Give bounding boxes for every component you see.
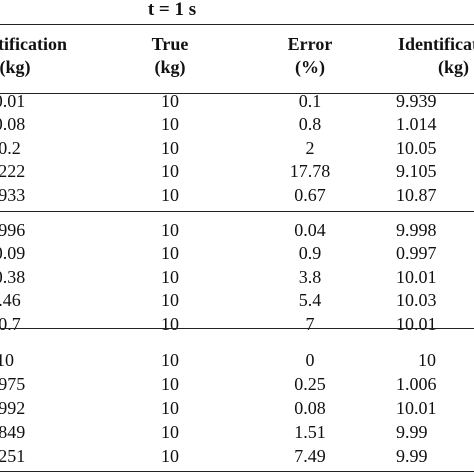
cell-ident: 10 [0,350,14,370]
cell-ident: 10.01 [0,91,26,111]
cell-ident-2: 10.01 [396,314,437,334]
header-error-unit: (%) [295,57,325,77]
cell-true: 10 [161,267,179,287]
cell-ident-2: 9.99 [396,446,428,466]
cell-ident: 10.7 [0,314,21,334]
header-identification-unit: (kg) [0,57,31,77]
header-true-unit: (kg) [154,57,186,77]
cell-ident-2: 10.05 [396,138,437,158]
cell-error: 0.25 [294,374,326,394]
cell-error: 0.08 [294,398,326,418]
cell-ident: 9.975 [0,374,26,394]
cell-ident-2: 0.997 [396,243,437,263]
cell-error: 0.1 [298,91,322,111]
header-identification: Identification (kg) [0,33,95,79]
cell-ident-2: 9.105 [396,161,437,181]
cell-ident-2: 10.01 [396,398,437,418]
cell-ident: 9.933 [0,185,26,205]
cell-error: 3.8 [298,267,322,287]
cell-true: 10 [161,422,179,442]
cell-ident: 10.38 [0,267,26,287]
cell-error: 0.9 [298,243,322,263]
cell-error: 0 [305,350,315,370]
cell-ident: 9.251 [0,446,26,466]
header-identification-2: Identification (kg) [398,33,474,79]
cell-ident-2: 1.006 [396,374,437,394]
cell-ident: 9.849 [0,422,26,442]
header-identification-line1: Identification [0,34,67,54]
header-identification-2-unit: (kg) [438,57,469,77]
cell-error: 17.78 [289,161,331,181]
cell-ident-2: 9.939 [396,91,437,111]
section-rule [0,328,474,329]
cell-ident-2: 10.87 [396,185,437,205]
cell-error: 7.49 [294,446,326,466]
cell-true: 10 [161,398,179,418]
cell-ident: 8.222 [0,161,26,181]
cell-ident-2: 1.014 [396,114,437,134]
header-identification-2-line1: Identification [398,34,474,54]
cell-true: 10 [161,161,179,181]
header-true-line1: True [151,34,189,54]
bottom-rule [0,471,474,472]
cell-ident-2: 10.01 [396,267,437,287]
group-title: t = 1 s [147,0,197,20]
cell-true: 10 [161,138,179,158]
cell-true: 10 [161,290,179,310]
cell-error: 0.8 [298,114,322,134]
cell-error: 5.4 [298,290,322,310]
top-rule [0,24,474,25]
cell-ident: 9.996 [0,220,26,240]
cell-true: 10 [161,91,179,111]
header-rule [0,93,474,94]
cell-true: 10 [161,350,179,370]
cell-error: 1.51 [294,422,326,442]
cell-true: 10 [161,374,179,394]
cell-ident-2: 9.99 [396,422,428,442]
cell-error: 2 [305,138,315,158]
header-error: Error (%) [260,33,360,79]
cell-true: 10 [161,114,179,134]
header-true: True (kg) [120,33,220,79]
cell-error: 0.67 [294,185,326,205]
cell-true: 10 [161,446,179,466]
cell-true: 10 [161,314,179,334]
cell-error: 0.04 [294,220,326,240]
cell-ident: 10.2 [0,138,21,158]
cell-true: 10 [161,185,179,205]
cell-ident-2: 9.998 [396,220,437,240]
cell-true: 10 [161,220,179,240]
cell-error: 7 [305,314,315,334]
cell-ident: 10.09 [0,243,26,263]
cell-ident-2: 10.03 [396,290,437,310]
cell-ident: 9.46 [0,290,21,310]
cell-true: 10 [161,243,179,263]
cell-ident: 10.08 [0,114,26,134]
cell-ident-2: 10 [418,350,436,370]
cell-ident: 9.992 [0,398,26,418]
header-error-line1: Error [287,34,333,54]
section-rule [0,211,474,212]
